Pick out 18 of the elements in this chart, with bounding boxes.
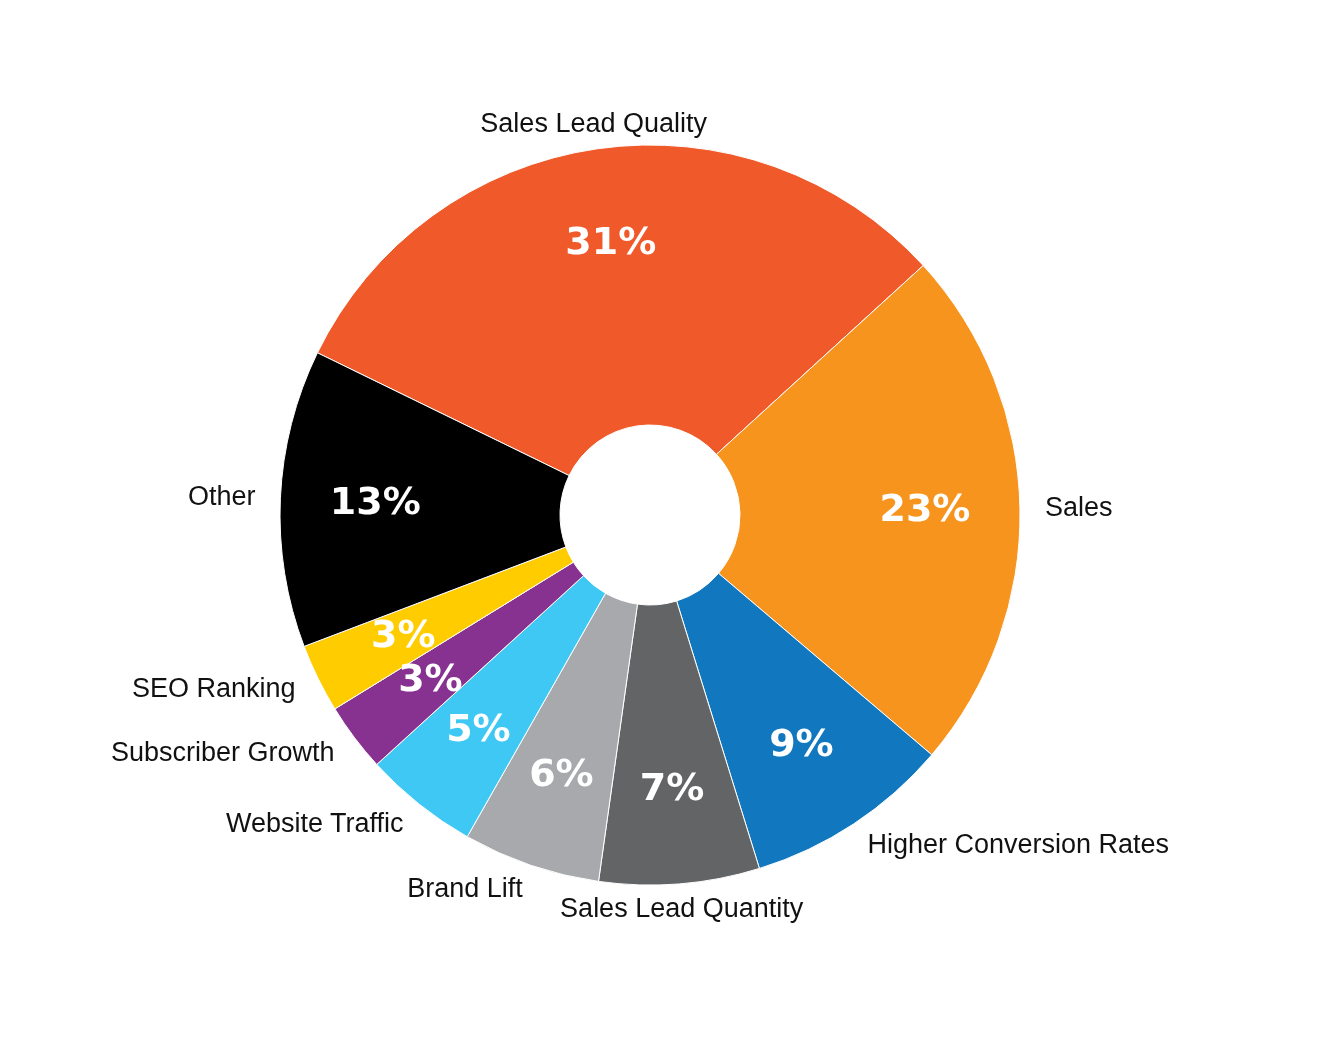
slice-label: SEO Ranking: [131, 673, 296, 704]
data-label: 23%: [879, 486, 971, 531]
slice-label: Brand Lift: [407, 872, 524, 903]
data-label: 13%: [329, 478, 421, 523]
data-label: 6%: [529, 751, 594, 796]
slice-label: Website Traffic: [225, 807, 404, 838]
slice-label: Sales: [1044, 492, 1113, 523]
slice-label: Subscriber Growth: [110, 736, 335, 767]
slice-label: Sales Lead Quality: [480, 108, 708, 139]
data-label: 5%: [446, 705, 511, 750]
data-label: 9%: [769, 720, 834, 765]
data-label: 3%: [398, 656, 463, 701]
slice-label: Higher Conversion Rates: [867, 828, 1170, 859]
data-label: 7%: [639, 765, 705, 810]
slice-label: Sales Lead Quantity: [560, 892, 804, 923]
data-label: 3%: [371, 612, 436, 657]
slice-label: Other: [187, 481, 256, 512]
data-label: 31%: [565, 218, 657, 263]
